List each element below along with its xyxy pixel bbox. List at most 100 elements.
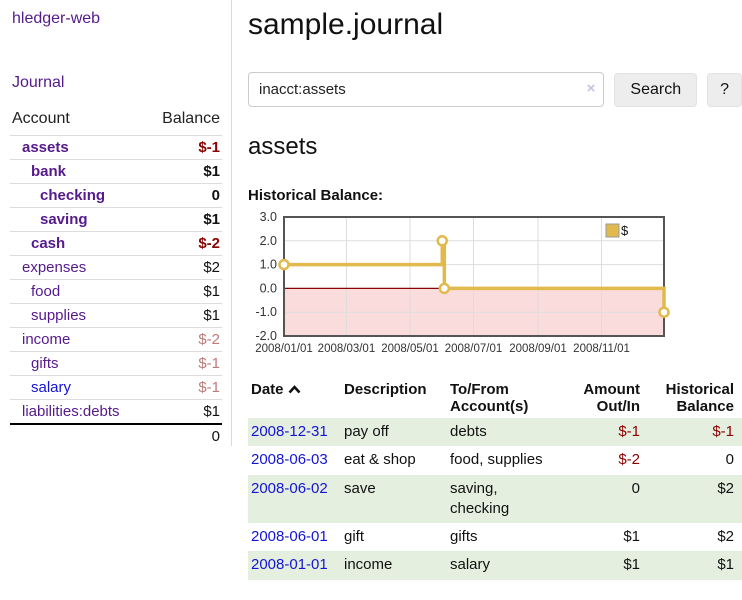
transaction-amount: 0 [631,479,640,497]
sidebar-account-link[interactable]: liabilities:debts [22,403,120,420]
app-title-link[interactable]: hledger-web [12,10,101,27]
register-row: 2008-12-31 pay off debts $-1 $-1 [248,418,742,447]
transaction-date-link[interactable]: 2008-06-01 [251,528,328,545]
svg-text:2008/05/01: 2008/05/01 [381,343,439,355]
sidebar-account-link[interactable]: gifts [31,355,59,372]
sidebar-account-link[interactable]: saving [40,211,88,228]
sidebar-account-balance: $-2 [146,327,222,352]
svg-text:0.0: 0.0 [260,281,277,295]
sidebar-account-balance: $1 [146,399,222,424]
account-heading: assets [248,133,318,160]
transaction-date-link[interactable]: 2008-01-01 [251,556,328,574]
transaction-date-link[interactable]: 2008-06-02 [251,479,328,497]
accounts-header-balance: Balance [162,110,220,127]
sidebar-account-row: cash $-2 [10,231,222,256]
sidebar-account-row: income $-2 [10,327,222,352]
svg-text:2008/11/01: 2008/11/01 [573,343,630,355]
transaction-description: gift [344,528,365,545]
sidebar-account-link[interactable]: food [31,283,61,300]
svg-text:$: $ [621,223,629,238]
sidebar-account-row: checking 0 [10,183,222,208]
register-body: 2008-12-31 pay off debts $-1 $-1 2008-06-03 ea… [248,418,742,580]
sidebar-account-link[interactable]: cash [31,235,66,252]
svg-text:2008/07/01: 2008/07/01 [445,343,503,355]
sidebar-account-link[interactable]: checking [40,187,106,204]
transaction-accounts: food, supplies [450,451,543,469]
register-row: 2008-06-02 save saving, checking 0 $2 [248,474,742,523]
sort-ascending-icon [288,381,301,398]
sidebar-account-row: saving $1 [10,207,222,232]
sidebar-account-row: bank $1 [10,159,222,184]
transaction-accounts: gifts [450,528,478,545]
transaction-description: save [344,479,376,497]
search-button[interactable]: Search [614,72,698,107]
sidebar-account-balance: $1 [146,303,222,328]
svg-text:-1.0: -1.0 [255,305,277,319]
sidebar-account-balance: $-1 [146,375,222,400]
register-header-date[interactable]: Date [248,379,344,418]
sidebar-account-link[interactable]: supplies [31,307,87,324]
transaction-description: eat & shop [344,451,416,469]
accounts-total-row: 0 [10,423,222,448]
transaction-amount: $-1 [618,423,640,440]
transaction-balance: $2 [717,479,734,497]
transaction-description: pay off [344,423,389,440]
register-header-description: Description [344,381,427,398]
transaction-date-link[interactable]: 2008-06-03 [251,451,328,469]
sidebar-account-balance: $-1 [146,351,222,376]
sidebar-account-balance: $-2 [146,231,222,256]
accounts-total-value: 0 [146,423,222,448]
sidebar-account-link[interactable]: assets [22,139,69,156]
transaction-date-link[interactable]: 2008-12-31 [251,423,328,440]
transaction-description: income [344,556,393,574]
transaction-accounts: salary [450,556,491,574]
sidebar-account-row: supplies $1 [10,303,222,328]
date-header-label: Date [251,381,284,398]
historical-balance-chart: 2008/01/01 2008/03/01 2008/05/01 2008/07/01… [255,210,670,355]
sidebar-account-balance: $1 [146,159,222,184]
svg-text:2008/01/01: 2008/01/01 [255,343,313,355]
help-button[interactable]: ? [707,72,742,107]
accounts-table: Account Balance assets $-1 bank $1 checking 0… [10,104,222,448]
transaction-balance: $-1 [712,423,734,440]
svg-text:-2.0: -2.0 [255,329,277,343]
transaction-amount: $1 [623,556,640,574]
svg-text:3.0: 3.0 [260,212,277,224]
register-row: 2008-06-03 eat & shop food, supplies $-2 0 [248,446,742,474]
accounts-table-header: Account Balance [10,104,222,136]
sidebar-account-row: liabilities:debts $1 [10,399,222,424]
accounts-header-account: Account [12,110,70,127]
svg-text:1.0: 1.0 [260,258,277,272]
sidebar: hledger-web Journal Account Balance asse… [0,0,232,448]
sidebar-accounts-body: assets $-1 bank $1 checking 0 saving $1 cash $-2 e… [10,135,222,424]
sidebar-account-row: food $1 [10,279,222,304]
register-header-accounts: To/From Account(s) [450,381,529,415]
register-table: Date Description To/From Account(s) Amou… [248,379,742,580]
search-box: × [248,72,605,107]
transaction-balance: $2 [717,528,734,545]
sidebar-account-balance: $1 [146,207,222,232]
sidebar-account-link[interactable]: expenses [22,259,87,276]
search-input[interactable] [248,72,605,107]
sidebar-account-link[interactable]: bank [31,163,67,180]
sidebar-account-balance: $2 [146,255,222,280]
sidebar-item-journal[interactable]: Journal [12,74,65,91]
register-row: 2008-01-01 income salary $1 $1 [248,551,742,580]
svg-text:2008/03/01: 2008/03/01 [318,343,376,355]
svg-text:2.0: 2.0 [260,234,277,248]
sidebar-account-link[interactable]: salary [31,379,72,396]
chart-heading: Historical Balance: [248,187,384,204]
sidebar-account-row: salary $-1 [10,375,222,400]
sidebar-account-row: assets $-1 [10,135,222,160]
clear-search-icon[interactable]: × [586,80,596,97]
register-header-amount: Amount Out/In [583,381,640,415]
transaction-accounts: debts [450,423,487,440]
transaction-accounts: saving, checking [450,479,510,517]
sidebar-account-balance: 0 [146,183,222,208]
transaction-balance: 0 [725,451,734,469]
sidebar-account-row: gifts $-1 [10,351,222,376]
search-form: × Search ? [248,72,742,107]
chart-container: 2008/01/01 2008/03/01 2008/05/01 2008/07/01… [248,210,742,363]
page-title: sample.journal [248,8,444,41]
sidebar-account-link[interactable]: income [22,331,71,348]
